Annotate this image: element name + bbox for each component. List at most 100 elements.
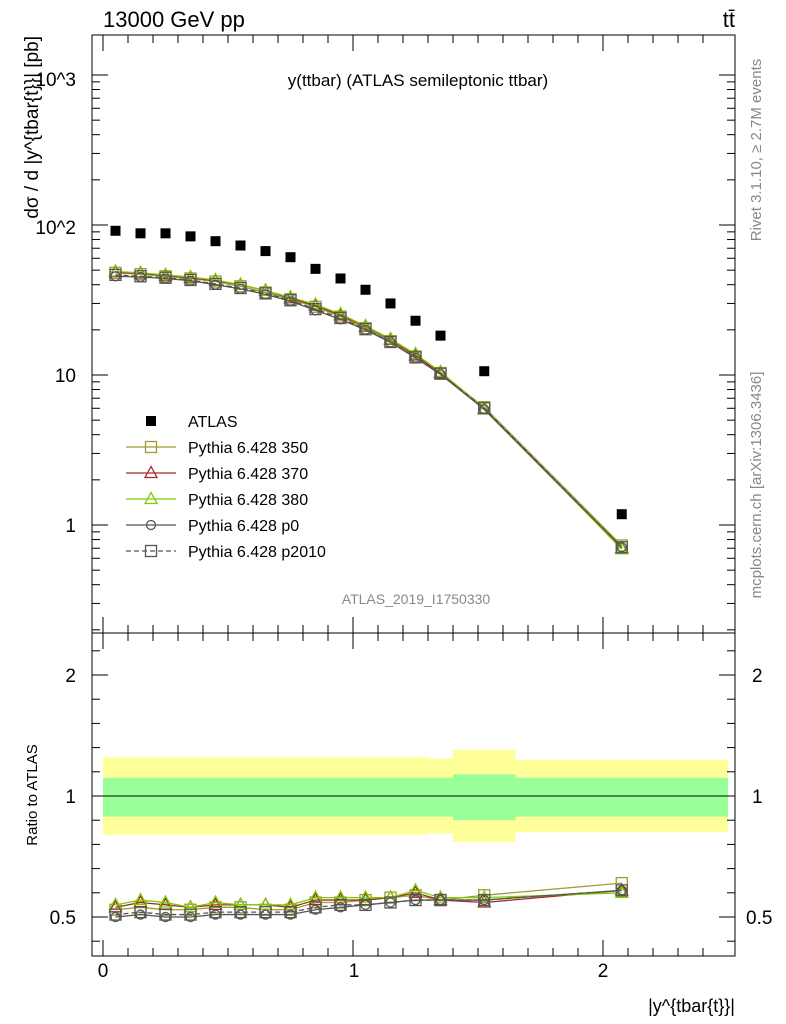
- main-series-layer: [108, 225, 629, 555]
- series-pythia-6-428-p0: [110, 271, 627, 553]
- rivet-label: Rivet 3.1.10, ≥ 2.7M events: [748, 59, 765, 242]
- point-pythia-6-428-p0-0: [110, 911, 121, 923]
- ytick-label-1000: 10^3: [35, 70, 76, 91]
- band-inner-6: [253, 777, 278, 817]
- ratio-ytick-left-1: 1: [65, 787, 76, 808]
- point-pythia-6-428-p0-4: [210, 909, 221, 920]
- ratio-ytick-right-1: 1: [752, 787, 763, 808]
- point-pythia-6-428-p2010-14: [478, 893, 491, 907]
- series-line-pythia-6-428-p2010: [115, 274, 623, 548]
- series-pythia-6-428-p2010: [109, 268, 628, 554]
- point-pythia-6-428-380-7: [283, 897, 298, 911]
- main-ylabel: dσ / d |y^{tbar{t}}| [pb]: [22, 36, 43, 219]
- ratio-ylabel: Ratio to ATLAS: [24, 744, 41, 845]
- point-pythia-6-428-p2010-13: [434, 893, 447, 907]
- band-inner-2: [153, 777, 178, 817]
- point-pythia-6-428-380-5: [233, 897, 248, 911]
- process-label: tt̄: [723, 7, 735, 32]
- legend-marker-pythia-6-428-370: [143, 465, 159, 479]
- point-pythia-6-428-p2010-8: [309, 302, 322, 316]
- band-inner-5: [228, 777, 253, 817]
- point-pythia-6-428-p0-1: [135, 909, 146, 920]
- point-pythia-6-428-p0-5: [235, 909, 246, 920]
- ratio-series-layer: [108, 876, 629, 923]
- legend-label-pythia-6-428-p0: Pythia 6.428 p0: [188, 518, 299, 535]
- xtick-label-1: 1: [349, 961, 360, 982]
- point-pythia-6-428-380-3: [183, 899, 198, 913]
- point-pythia-6-428-p2010-2: [159, 271, 172, 284]
- series-line-pythia-6-428-350: [115, 882, 622, 911]
- point-pythia-6-428-p2010-4: [209, 906, 222, 919]
- band-inner-9: [328, 777, 353, 817]
- legend-label-pythia-6-428-p2010: Pythia 6.428 p2010: [188, 544, 326, 561]
- band-inner-12: [403, 777, 428, 817]
- point-pythia-6-428-p2010-11: [384, 335, 397, 349]
- point-pythia-6-428-p0-15: [616, 885, 627, 896]
- xtick-label-0: 0: [98, 961, 109, 982]
- point-pythia-6-428-380-15: [614, 884, 629, 898]
- ratio-ytick-left-05: 0.5: [50, 908, 76, 929]
- point-pythia-6-428-370-14: [477, 894, 492, 908]
- series-line-pythia-6-428-370: [115, 271, 623, 549]
- ratio-ytick-right-2: 2: [752, 666, 763, 687]
- ratio-ytick-right-05: 0.5: [746, 908, 772, 929]
- point-atlas-4: [210, 236, 221, 247]
- legend-label-pythia-6-428-370: Pythia 6.428 370: [188, 466, 308, 483]
- point-pythia-6-428-p2010-9: [334, 898, 347, 912]
- ratio-axis-ticks: [92, 633, 735, 956]
- point-pythia-6-428-380-2: [158, 894, 173, 908]
- legend-marker-atlas: [146, 416, 156, 426]
- point-pythia-6-428-p0-8: [310, 904, 321, 915]
- point-pythia-6-428-p0-10: [360, 899, 371, 911]
- point-pythia-6-428-p2010-15: [615, 541, 628, 554]
- point-pythia-6-428-370-0: [108, 899, 123, 913]
- legend-marker-pythia-6-428-350: [144, 440, 158, 454]
- point-pythia-6-428-p2010-0: [109, 268, 122, 282]
- point-pythia-6-428-380-6: [258, 282, 273, 296]
- point-atlas-13: [435, 330, 446, 341]
- legend-marker-pythia-6-428-380: [143, 491, 159, 505]
- point-pythia-6-428-p2010-4: [209, 277, 222, 291]
- legend-item-pythia-6-428-p0: Pythia 6.428 p0: [126, 518, 299, 535]
- x-axis-label: |y^{tbar{t}}|: [648, 996, 735, 1016]
- series-atlas: [110, 225, 627, 520]
- series-line-pythia-6-428-370: [115, 889, 622, 908]
- point-pythia-6-428-p2010-15: [615, 884, 628, 897]
- point-pythia-6-428-p0-6: [260, 909, 271, 920]
- series-line-pythia-6-428-380: [115, 889, 622, 908]
- point-pythia-6-428-p2010-1: [134, 906, 147, 919]
- point-atlas-11: [385, 298, 396, 309]
- point-atlas-12: [410, 315, 421, 326]
- point-atlas-9: [335, 273, 346, 284]
- legend-item-pythia-6-428-p2010: Pythia 6.428 p2010: [126, 544, 326, 561]
- band-inner-1: [128, 777, 153, 817]
- point-pythia-6-428-380-2: [158, 267, 173, 281]
- band-inner-3: [178, 777, 203, 817]
- point-pythia-6-428-p2010-12: [409, 893, 422, 907]
- series-line-pythia-6-428-380: [115, 270, 623, 550]
- ytick-label-1: 1: [65, 516, 76, 537]
- legend: ATLAS Pythia 6.428 350 Pythia 6.428 370 Pyt…: [126, 414, 326, 561]
- point-pythia-6-428-p2010-5: [234, 281, 247, 295]
- point-pythia-6-428-p2010-6: [259, 906, 272, 919]
- point-atlas-1: [135, 228, 146, 239]
- band-inner-10: [353, 777, 378, 817]
- series-pythia-6-428-380: [108, 263, 629, 555]
- point-pythia-6-428-p2010-5: [234, 906, 247, 919]
- mcplots-label: mcplots.cern.ch [arXiv:1306.3436]: [748, 372, 765, 599]
- legend-item-pythia-6-428-370: Pythia 6.428 370: [126, 465, 308, 483]
- ytick-label-10: 10: [55, 366, 76, 387]
- point-pythia-6-428-380-9: [333, 889, 348, 903]
- band-inner-8: [303, 777, 328, 817]
- legend-label-atlas: ATLAS: [188, 414, 238, 431]
- point-atlas-10: [360, 284, 371, 295]
- band-inner-14: [453, 774, 516, 821]
- point-pythia-6-428-350-15: [615, 876, 628, 890]
- point-pythia-6-428-p2010-6: [259, 287, 272, 300]
- collision-label: 13000 GeV pp: [103, 7, 245, 32]
- ratio-panel: Ratio to ATLAS 2 1 0.5 2 1 0.5 0 1 2 |y^…: [24, 632, 772, 1016]
- legend-label-pythia-6-428-380: Pythia 6.428 380: [188, 492, 308, 509]
- point-pythia-6-428-p2010-14: [478, 402, 491, 415]
- point-pythia-6-428-p0-9: [335, 902, 346, 913]
- point-pythia-6-428-p0-15: [616, 542, 627, 553]
